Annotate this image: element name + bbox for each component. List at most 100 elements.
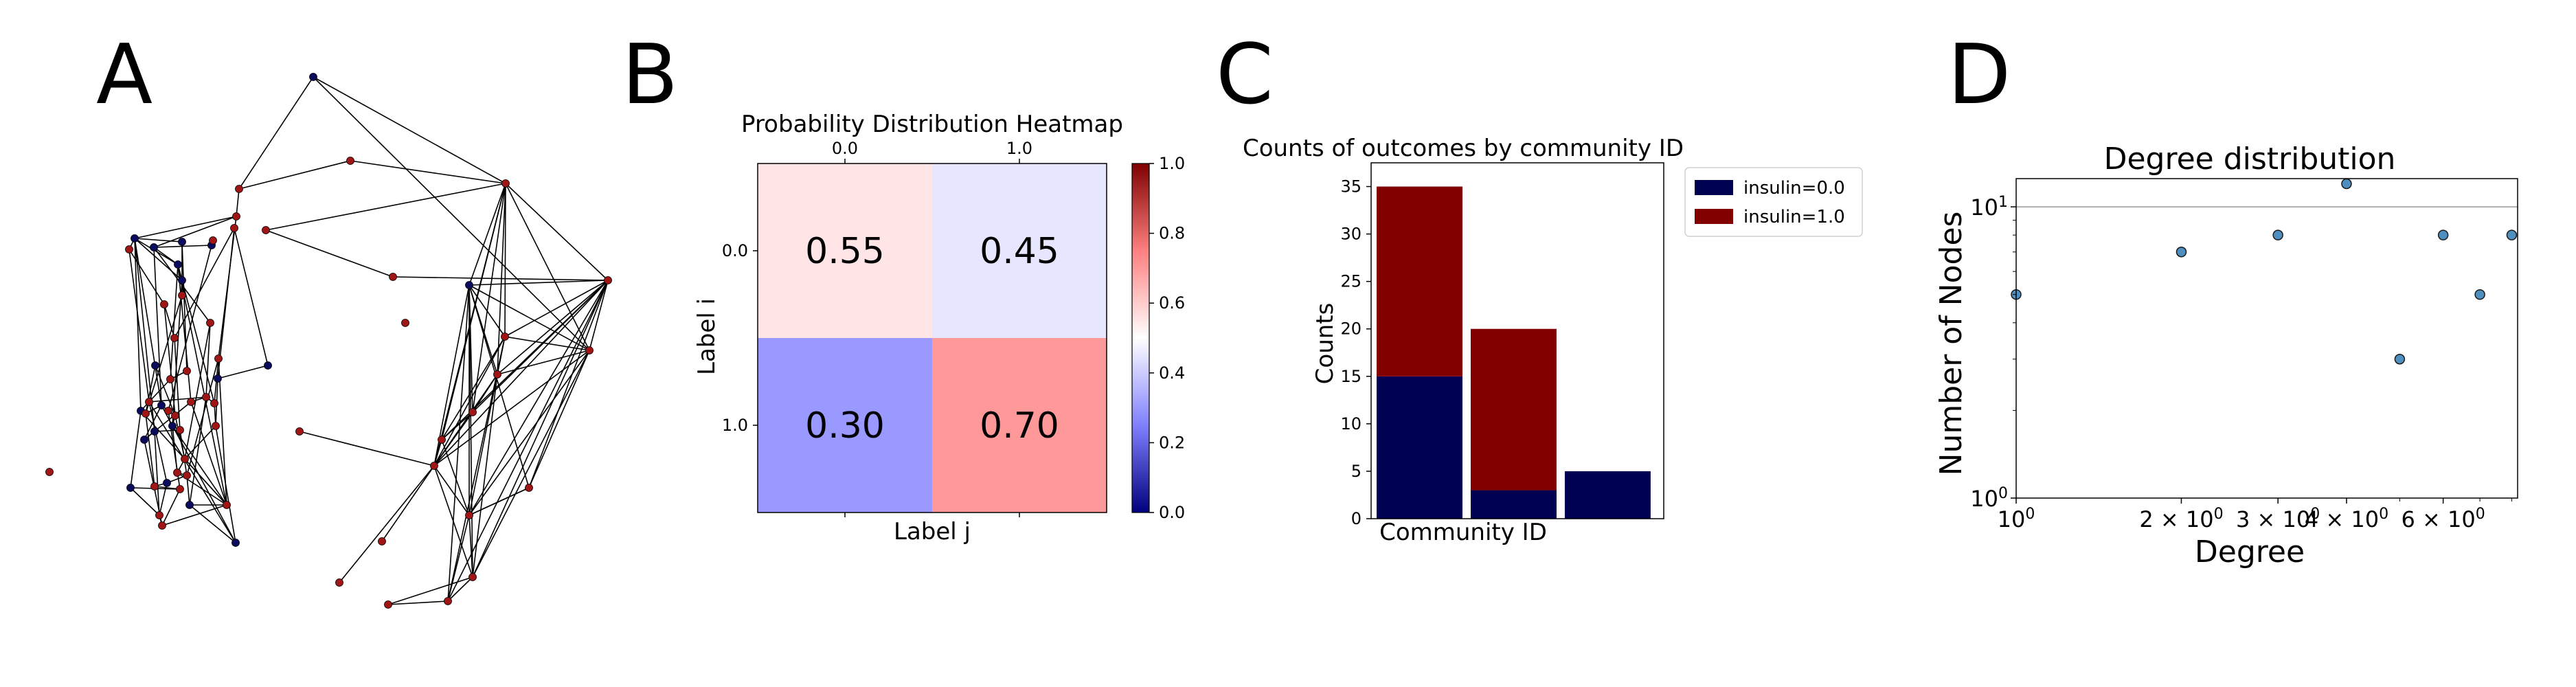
network-node-blue <box>178 276 186 284</box>
network-edge <box>387 600 449 605</box>
network-edge <box>153 247 179 265</box>
network-edge <box>528 280 609 488</box>
bar-ytick-label: 5 <box>1351 462 1362 481</box>
network-edge <box>468 284 473 578</box>
network-edge <box>174 227 235 339</box>
network-edge <box>177 264 227 506</box>
heatmap-cell-label: 0.45 <box>980 231 1059 272</box>
network-edge <box>172 425 227 506</box>
network-node-blue <box>185 501 194 509</box>
network-node-red <box>164 407 172 415</box>
bar-ylabel: Counts <box>1311 303 1339 385</box>
heatmap-frame <box>757 163 1107 513</box>
bar-ytick-label: 35 <box>1340 177 1362 196</box>
bar-legend-swatch <box>1695 180 1733 195</box>
network-node-red <box>183 367 191 375</box>
network-node-blue <box>174 260 182 269</box>
network-node-red <box>202 393 210 401</box>
panel-label-c: C <box>1216 27 1274 123</box>
network-node-blue <box>151 361 159 370</box>
network-edge <box>468 515 473 578</box>
scatter-point <box>2176 246 2187 258</box>
heatmap-cell <box>758 164 932 338</box>
network-edge <box>472 374 498 578</box>
network-edge <box>447 576 473 602</box>
network-edge <box>447 336 506 602</box>
heatmap-xtick-label: 0.0 <box>832 139 858 158</box>
network-edge <box>433 284 470 466</box>
network-node-blue <box>126 484 135 492</box>
network-node-red <box>346 157 354 165</box>
bar-axes-frame <box>1370 162 1664 519</box>
network-node-red <box>465 511 473 519</box>
network-edge <box>468 183 506 286</box>
heatmap-xlabel: Label j <box>894 518 971 545</box>
network-node-blue <box>131 234 139 243</box>
network-edge <box>505 183 609 281</box>
scatter-xtick-label: 6 × 100 <box>2402 506 2485 532</box>
network-edge <box>472 280 609 578</box>
network-node-red <box>142 409 150 418</box>
network-edge <box>350 160 506 184</box>
network-node-red <box>468 573 477 581</box>
network-node-red <box>430 462 438 470</box>
scatter-xtick-label: 4 × 100 <box>2305 506 2388 532</box>
network-node-blue <box>150 427 159 436</box>
network-edge <box>441 336 506 440</box>
bar-ytick-label: 25 <box>1340 272 1362 291</box>
scatter-point <box>2437 229 2449 240</box>
network-edge <box>217 365 269 379</box>
scatter-point <box>2474 289 2485 300</box>
network-node-blue <box>465 281 473 289</box>
network-node-red <box>501 179 510 188</box>
colorbar-tick-label: 0.6 <box>1159 293 1185 313</box>
network-node-red <box>176 426 184 434</box>
network-edge <box>184 425 216 460</box>
network-edge <box>134 238 183 281</box>
network-node-red <box>183 471 191 480</box>
network-node-red <box>209 236 217 245</box>
network-edge <box>154 431 160 516</box>
bar-segment <box>1470 328 1557 491</box>
bar-ytick-label: 15 <box>1340 367 1362 386</box>
network-edge <box>433 412 473 466</box>
colorbar-tick-label: 0.2 <box>1159 433 1185 452</box>
network-edge <box>468 280 609 516</box>
scatter-point <box>2341 178 2352 190</box>
network-edge <box>153 247 162 406</box>
network-node-red <box>525 484 533 492</box>
network-node-red <box>206 319 214 327</box>
heatmap-cell <box>932 164 1107 338</box>
network-edge <box>148 401 236 543</box>
network-edge <box>468 284 590 351</box>
heatmap-panel: Probability Distribution Heatmap Label j… <box>693 111 1185 545</box>
network-edge <box>433 439 442 466</box>
network-node-red <box>181 455 189 463</box>
bar-chart-panel: Counts of outcomes by community ID Commu… <box>1243 135 1863 546</box>
heatmap-cell <box>932 338 1107 513</box>
bar-segment <box>1470 490 1557 519</box>
network-node-red <box>171 412 179 420</box>
heatmap-xtick-label: 1.0 <box>1006 139 1032 158</box>
network-edge <box>238 76 314 190</box>
heatmap-cell-label: 0.55 <box>805 231 885 272</box>
network-node-red <box>262 226 270 234</box>
bar-ytick-label: 20 <box>1340 319 1362 339</box>
network-edge <box>145 413 155 487</box>
colorbar-tick-label: 0.8 <box>1159 224 1185 243</box>
network-edge <box>130 410 142 488</box>
network-edge <box>190 401 227 506</box>
network-node-blue <box>214 374 222 383</box>
network-edge <box>186 358 219 476</box>
network-node-red <box>468 408 477 416</box>
scatter-title: Degree distribution <box>2104 142 2396 177</box>
bar-ytick-label: 10 <box>1340 414 1362 433</box>
network-node-blue <box>140 436 148 444</box>
heatmap-cell-label: 0.70 <box>980 405 1059 447</box>
heatmap-cell <box>758 338 932 513</box>
network-edge <box>433 350 590 466</box>
network-node-red <box>389 273 397 281</box>
network-node-red <box>501 333 509 341</box>
network-edge <box>392 276 609 281</box>
